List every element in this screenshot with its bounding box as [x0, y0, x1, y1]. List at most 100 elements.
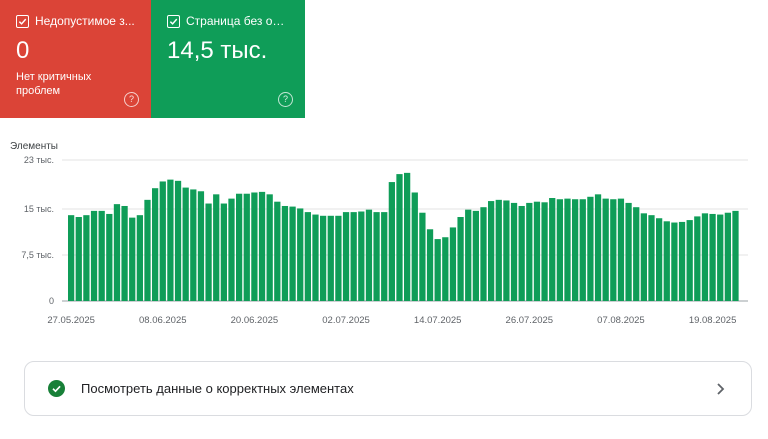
- bar[interactable]: [480, 207, 487, 301]
- bar[interactable]: [281, 205, 289, 301]
- bar[interactable]: [251, 192, 258, 301]
- bar[interactable]: [335, 215, 342, 301]
- bar[interactable]: [640, 213, 647, 301]
- bar[interactable]: [587, 196, 594, 301]
- bar[interactable]: [717, 214, 724, 301]
- bar[interactable]: [465, 209, 472, 301]
- bar[interactable]: [449, 227, 457, 301]
- valid-items-card[interactable]: Страница без ош... 14,5 тыс. ?: [151, 0, 305, 118]
- bar[interactable]: [190, 189, 197, 301]
- bar[interactable]: [732, 210, 739, 301]
- bar[interactable]: [358, 211, 365, 302]
- bar[interactable]: [243, 193, 250, 301]
- bar[interactable]: [564, 198, 571, 301]
- bar[interactable]: [686, 220, 693, 301]
- invalid-items-card[interactable]: Недопустимое з... 0 Нет критичных пробле…: [0, 0, 151, 118]
- bar[interactable]: [633, 207, 640, 301]
- bar[interactable]: [533, 201, 541, 301]
- bar[interactable]: [526, 202, 533, 301]
- bar[interactable]: [136, 215, 143, 301]
- bar[interactable]: [320, 215, 327, 301]
- bar[interactable]: [457, 217, 464, 301]
- bar[interactable]: [174, 180, 182, 301]
- bar[interactable]: [495, 199, 502, 301]
- bar[interactable]: [159, 181, 166, 301]
- bar[interactable]: [709, 213, 716, 301]
- view-valid-items-label: Посмотреть данные о корректных элементах: [81, 381, 354, 396]
- checkbox-icon[interactable]: [167, 14, 180, 28]
- bar[interactable]: [106, 213, 113, 301]
- bar[interactable]: [488, 201, 495, 301]
- bar[interactable]: [236, 193, 243, 301]
- bar[interactable]: [365, 209, 373, 301]
- bar[interactable]: [304, 212, 311, 301]
- bar[interactable]: [228, 198, 235, 301]
- bar[interactable]: [556, 199, 563, 301]
- bar[interactable]: [289, 206, 296, 301]
- bar[interactable]: [724, 212, 731, 301]
- bar[interactable]: [144, 199, 151, 301]
- bar[interactable]: [373, 212, 380, 301]
- bar[interactable]: [411, 192, 418, 301]
- bar[interactable]: [510, 202, 518, 301]
- bar[interactable]: [617, 198, 625, 301]
- bar[interactable]: [404, 172, 411, 301]
- bar[interactable]: [472, 210, 479, 301]
- bar[interactable]: [579, 199, 586, 301]
- bar[interactable]: [442, 237, 449, 301]
- bar[interactable]: [663, 221, 670, 301]
- bar[interactable]: [205, 203, 212, 301]
- bar[interactable]: [694, 216, 701, 301]
- bar[interactable]: [90, 210, 98, 301]
- help-icon[interactable]: ?: [278, 92, 293, 107]
- bar[interactable]: [121, 205, 128, 301]
- bar[interactable]: [98, 210, 105, 301]
- help-icon[interactable]: ?: [124, 92, 139, 107]
- bar[interactable]: [541, 202, 548, 301]
- bar[interactable]: [610, 199, 617, 301]
- bar[interactable]: [182, 187, 189, 301]
- bar[interactable]: [327, 215, 334, 301]
- bar[interactable]: [350, 212, 357, 301]
- bar[interactable]: [648, 215, 655, 301]
- bar[interactable]: [83, 215, 90, 301]
- checkbox-icon[interactable]: [16, 14, 29, 28]
- bar[interactable]: [381, 212, 388, 301]
- invalid-items-label: Недопустимое з...: [35, 14, 135, 28]
- bar[interactable]: [396, 174, 403, 301]
- bar[interactable]: [274, 201, 281, 301]
- bar[interactable]: [426, 229, 434, 301]
- bar[interactable]: [213, 194, 220, 301]
- bar[interactable]: [167, 179, 174, 301]
- bar[interactable]: [258, 191, 266, 301]
- bar[interactable]: [297, 208, 304, 301]
- bar[interactable]: [671, 222, 678, 301]
- chevron-right-icon[interactable]: [715, 382, 725, 396]
- bar[interactable]: [594, 194, 602, 301]
- bar[interactable]: [503, 200, 510, 301]
- bar[interactable]: [625, 202, 632, 301]
- bar[interactable]: [342, 212, 350, 301]
- bar[interactable]: [68, 215, 75, 301]
- items-bar-chart: 0 7,5 тыс. 15 тыс. 23 тыс. 27.05.2025 08.06.2…: [21, 155, 748, 326]
- bar[interactable]: [129, 217, 136, 301]
- bar[interactable]: [75, 217, 82, 301]
- bar[interactable]: [602, 198, 609, 301]
- bar[interactable]: [656, 218, 663, 301]
- bar[interactable]: [701, 213, 709, 301]
- bar[interactable]: [220, 203, 227, 301]
- bar[interactable]: [518, 205, 525, 301]
- bar[interactable]: [549, 198, 556, 301]
- bar[interactable]: [197, 191, 205, 301]
- bar[interactable]: [434, 239, 441, 301]
- bar[interactable]: [419, 212, 426, 301]
- bar[interactable]: [113, 204, 121, 301]
- bar[interactable]: [572, 199, 579, 301]
- bar[interactable]: [152, 188, 159, 301]
- invalid-items-subtitle: Нет критичных проблем: [16, 71, 92, 97]
- bar[interactable]: [266, 194, 273, 301]
- bar[interactable]: [312, 214, 319, 301]
- view-valid-items-link[interactable]: Посмотреть данные о корректных элементах: [24, 361, 752, 416]
- bar[interactable]: [388, 182, 395, 301]
- bar[interactable]: [678, 221, 686, 301]
